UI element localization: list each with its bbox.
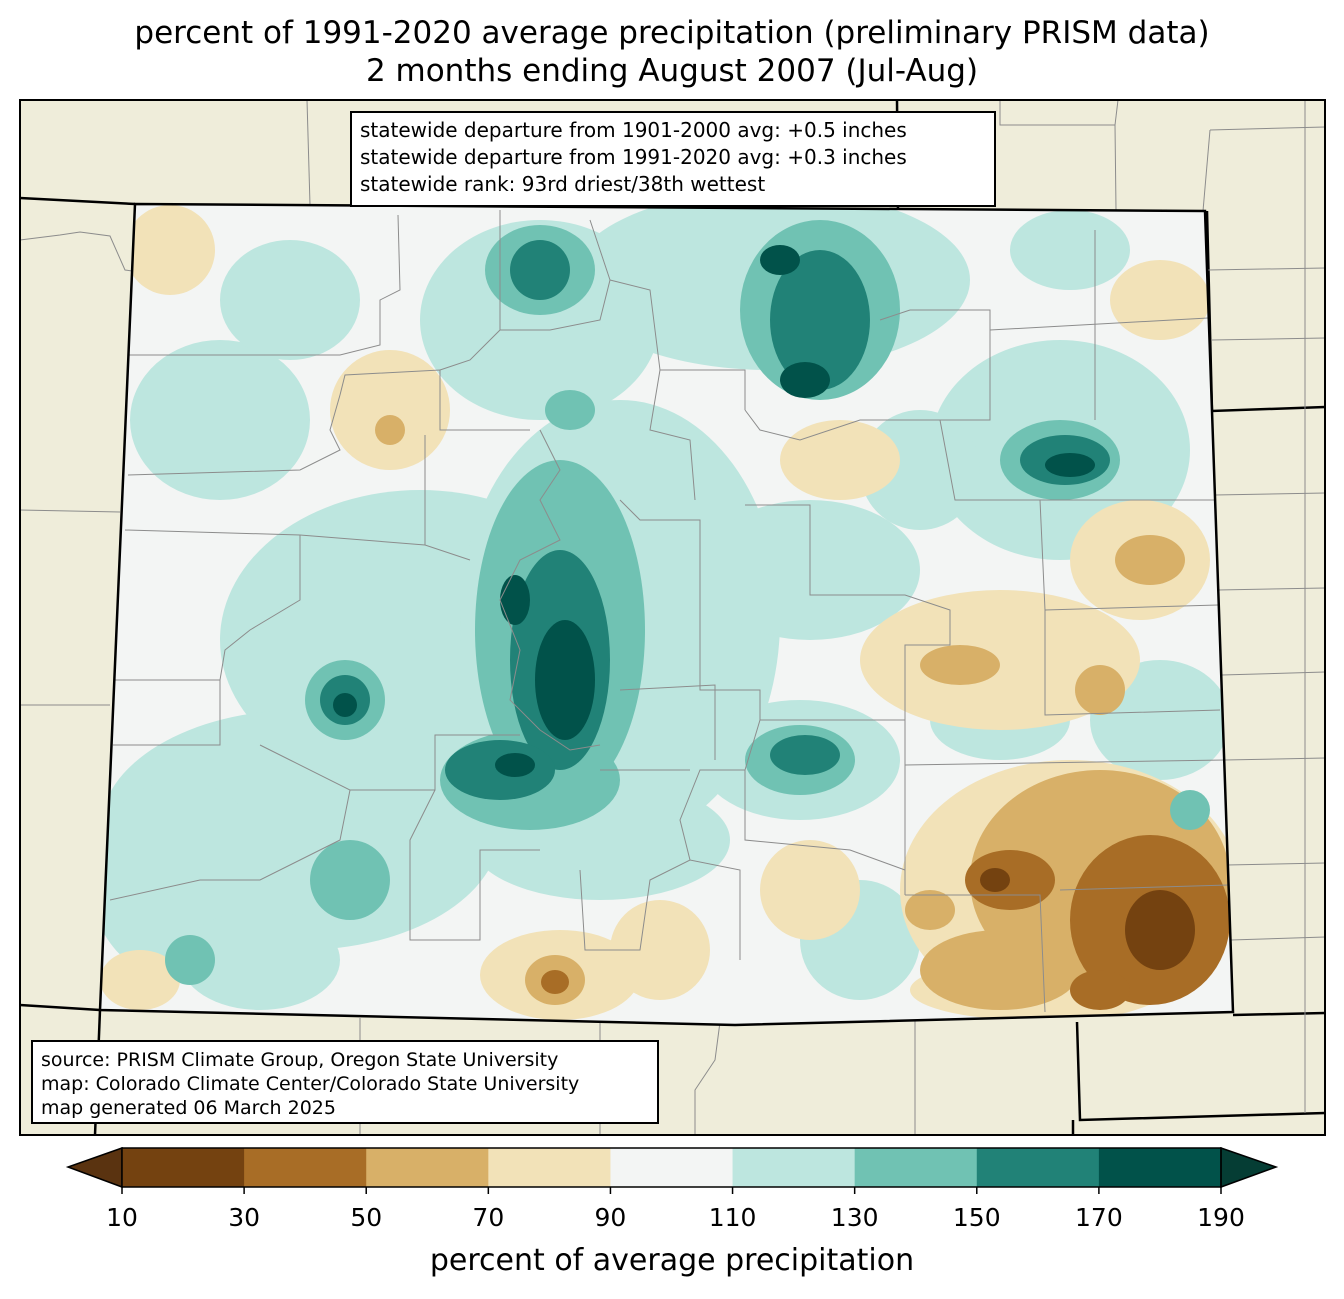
stats-line-3: statewide rank: 93rd driest/38th wettest: [360, 172, 766, 196]
colorbar-tick-label: 190: [1197, 1203, 1245, 1232]
contour-170-190: [333, 245, 1095, 777]
colorbar-tick-label: 150: [952, 1203, 1001, 1232]
colorbar-segments: [122, 1148, 1222, 1187]
colorbar-segment: [1098, 1148, 1222, 1187]
map-title: percent of 1991-2020 average precipitati…: [0, 14, 1344, 90]
colorbar-segment: [610, 1148, 734, 1187]
colorbar-tick-label: 90: [594, 1203, 627, 1232]
colorbar-tick-label: 70: [472, 1203, 505, 1232]
colorbar-segment: [366, 1148, 489, 1187]
source-line-1: source: PRISM Climate Group, Oregon Stat…: [41, 1049, 559, 1071]
colorbar-label: percent of average precipitation: [429, 1243, 915, 1278]
colorbar-segment: [122, 1148, 245, 1187]
source-line-3: map generated 06 March 2025: [41, 1097, 336, 1119]
source-line-2: map: Colorado Climate Center/Colorado St…: [41, 1073, 580, 1095]
colorbar-segment: [488, 1148, 611, 1187]
statewide-stats-box: statewide departure from 1901-2000 avg: …: [350, 111, 996, 207]
title-line-2: 2 months ending August 2007 (Jul-Aug): [365, 53, 979, 89]
colorbar-tick-label: 30: [228, 1203, 261, 1232]
source-box: source: PRISM Climate Group, Oregon Stat…: [31, 1040, 659, 1124]
colorbar-segment: [244, 1148, 367, 1187]
colorbar-tick-label: 110: [708, 1203, 757, 1232]
colorbar-frame: [121, 1147, 1222, 1188]
contour-10-30: [980, 868, 1195, 970]
neighbor-county-lines: [19, 99, 1326, 1135]
colorbar-tick-label: 130: [830, 1203, 879, 1232]
colorbar-low-arrow: [65, 1146, 123, 1189]
colorado-border: [98, 202, 1235, 1027]
colorbar-tick-label: 50: [350, 1203, 383, 1232]
map-frame: [19, 99, 1326, 1136]
county-lines: [109, 210, 1229, 1013]
precipitation-field: [100, 204, 1233, 1020]
colorbar: [65, 1146, 1279, 1194]
title-line-1: percent of 1991-2020 average precipitati…: [134, 15, 1210, 51]
colorbar-tick-label: 10: [106, 1203, 138, 1232]
colorbar-tick-label: 170: [1075, 1203, 1123, 1232]
stats-line-2: statewide departure from 1991-2020 avg: …: [360, 145, 907, 169]
colorbar-ticks: [121, 1187, 1222, 1194]
colorbar-segment: [732, 1148, 856, 1187]
colorbar-segment: [976, 1148, 1100, 1187]
stats-line-1: statewide departure from 1901-2000 avg: …: [360, 118, 907, 142]
colorbar-segment: [854, 1148, 978, 1187]
colorbar-high-arrow: [1220, 1146, 1279, 1189]
